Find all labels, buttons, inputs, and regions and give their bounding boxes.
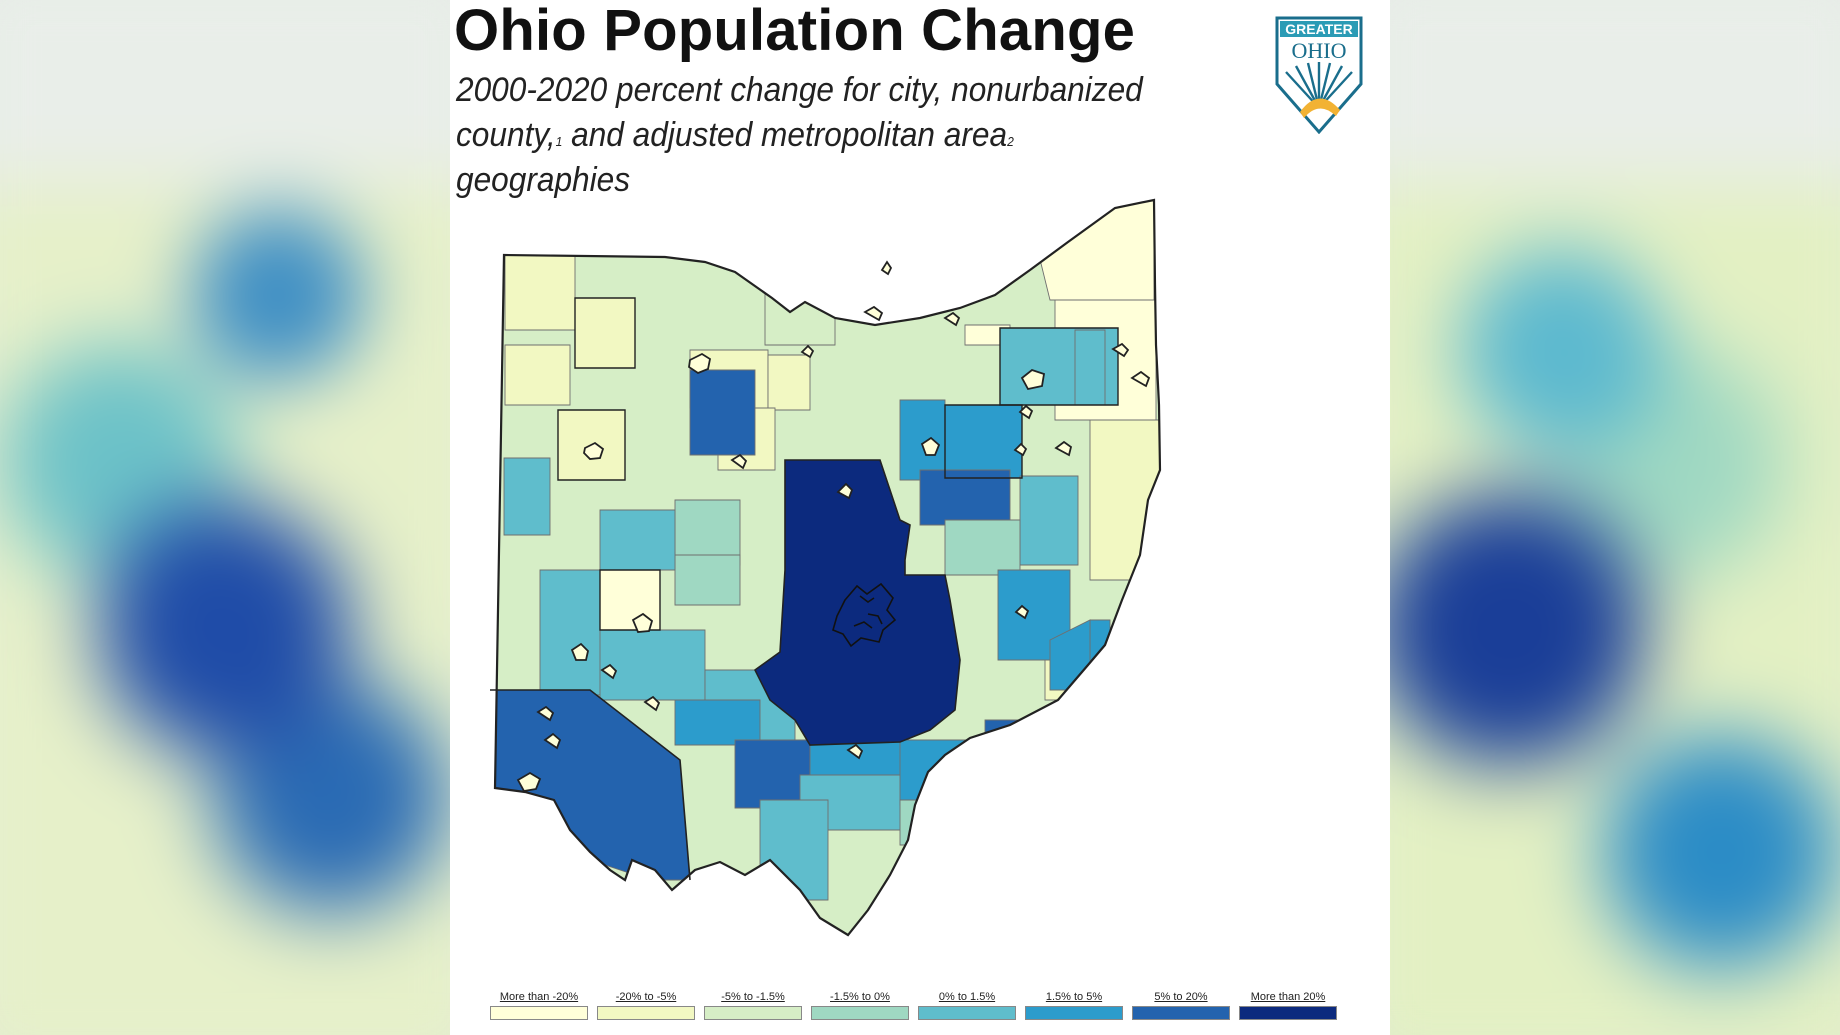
legend-swatch	[597, 1006, 695, 1020]
legend-item: More than 20%	[1239, 990, 1337, 1020]
map-subtitle: 2000-2020 percent change for city, nonur…	[456, 68, 1163, 203]
map-title: Ohio Population Change	[454, 0, 1136, 63]
legend: More than -20% -20% to -5% -5% to -1.5% …	[490, 990, 1350, 1024]
greater-ohio-logo: GREATER OHIO	[1275, 16, 1363, 134]
legend-label: -1.5% to 0%	[830, 991, 890, 1003]
subtitle-line2a: county,	[456, 116, 556, 154]
ohio-map	[490, 198, 1162, 937]
legend-swatch	[1132, 1006, 1230, 1020]
legend-label: -20% to -5%	[615, 991, 677, 1003]
subtitle-line1: 2000-2020 percent change for city, nonur…	[456, 71, 1143, 109]
subtitle-line2b: and adjusted metropolitan area	[562, 116, 1008, 154]
logo-text-greater: GREATER	[1285, 21, 1352, 37]
legend-swatch	[1239, 1006, 1337, 1020]
legend-swatch	[1025, 1006, 1123, 1020]
legend-swatch	[490, 1006, 588, 1020]
legend-item: 1.5% to 5%	[1025, 990, 1123, 1020]
map-panel: Ohio Population Change 2000-2020 percent…	[450, 0, 1390, 1035]
legend-label: 1.5% to 5%	[1045, 991, 1103, 1003]
city-outline	[688, 352, 712, 375]
legend-swatch	[918, 1006, 1016, 1020]
blurred-background-right	[1390, 0, 1840, 1035]
legend-label: 5% to 20%	[1154, 991, 1208, 1003]
legend-item: -5% to -1.5%	[704, 990, 802, 1020]
legend-item: -20% to -5%	[597, 990, 695, 1020]
legend-label: 0% to 1.5%	[938, 991, 996, 1003]
legend-label: -5% to -1.5%	[721, 991, 785, 1003]
legend-label: More than 20%	[1250, 991, 1326, 1003]
legend-item: More than -20%	[490, 990, 588, 1020]
blurred-background-left	[0, 0, 450, 1035]
legend-item: -1.5% to 0%	[811, 990, 909, 1020]
legend-item: 5% to 20%	[1132, 990, 1230, 1020]
footnote-2: 2	[1007, 134, 1014, 149]
subtitle-line2c: geographies	[456, 161, 631, 199]
legend-label: More than -20%	[499, 991, 579, 1003]
logo-text-ohio: OHIO	[1292, 38, 1347, 63]
legend-item: 0% to 1.5%	[918, 990, 1016, 1020]
legend-swatch	[811, 1006, 909, 1020]
legend-swatch	[704, 1006, 802, 1020]
footnote-1: 1	[555, 134, 563, 149]
